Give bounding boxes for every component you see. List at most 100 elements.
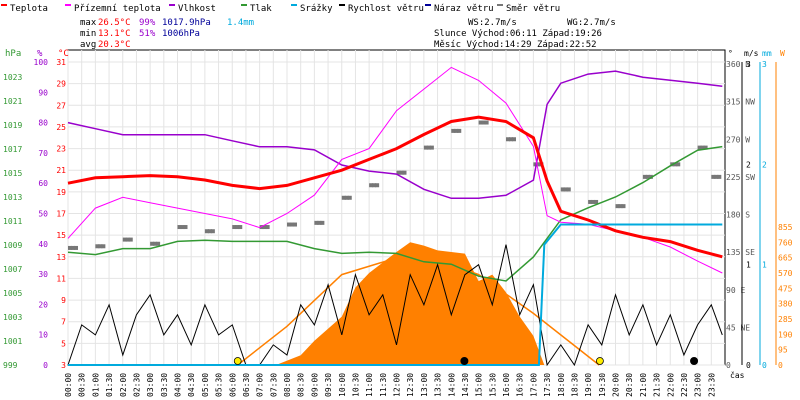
axis-tick-pct: 0 xyxy=(43,361,48,370)
wind-direction-mark xyxy=(71,245,75,250)
axis-tick-pct: 20 xyxy=(38,300,48,309)
solar-radiation-area xyxy=(68,242,723,365)
axis-tick-wind-dir: 225 SW xyxy=(726,173,755,182)
wind-direction-mark xyxy=(714,174,719,179)
wind-direction-mark xyxy=(238,225,243,230)
axis-tick-time: 10:00 xyxy=(338,373,347,397)
axis-tick-hpa: 1001 xyxy=(3,337,22,346)
axis-tick-degc: 11 xyxy=(56,274,66,283)
axis-tick-time: 17:30 xyxy=(543,373,552,397)
axis-tick-degc: 27 xyxy=(56,101,66,110)
axis-tick-wm2: 285 xyxy=(778,315,793,324)
wind-direction-mark xyxy=(615,204,620,209)
legend-swatch xyxy=(65,4,71,6)
axis-tick-wm2: 95 xyxy=(778,346,788,355)
wind-direction-mark xyxy=(509,137,513,142)
axis-tick-time: 21:00 xyxy=(639,373,648,397)
axis-tick-hpa: 1015 xyxy=(3,169,22,178)
wind-direction-mark xyxy=(588,199,593,204)
wind-direction-mark xyxy=(700,145,705,150)
wind-speed-info: WS:2.7m/s xyxy=(468,18,517,28)
stats-max-label: max xyxy=(80,18,97,28)
axis-tick-mm: 1 xyxy=(762,261,767,270)
axis-tick-wm2: 665 xyxy=(778,254,793,263)
wind-direction-mark xyxy=(536,162,541,167)
axis-tick-wm2: 570 xyxy=(778,269,793,278)
axis-tick-time: 03:30 xyxy=(160,373,169,397)
axis-tick-pct: 30 xyxy=(38,270,48,279)
wind-direction-mark xyxy=(563,187,568,192)
wind-direction-mark xyxy=(506,137,510,142)
legend-swatch xyxy=(1,4,7,6)
axis-tick-wm2: 760 xyxy=(778,238,793,247)
axis-tick-time: 10:30 xyxy=(351,373,360,397)
wind-direction-mark xyxy=(177,225,182,230)
legend-swatch xyxy=(339,4,345,6)
wind-direction-mark xyxy=(703,145,708,150)
axis-tick-time: 09:30 xyxy=(324,373,333,397)
stats-avg-temp: 20.3°C xyxy=(98,40,131,50)
axis-tick-time: 22:30 xyxy=(680,373,689,397)
legend-label: Tlak xyxy=(250,4,272,14)
axis-tick-time: 14:00 xyxy=(447,373,456,397)
wind-direction-mark xyxy=(95,244,100,249)
wind-direction-mark xyxy=(74,245,78,250)
wind-direction-mark xyxy=(290,222,294,227)
axis-tick-time: 02:30 xyxy=(132,373,141,397)
axis-tick-degc: 29 xyxy=(56,80,66,89)
wind-direction-mark xyxy=(207,229,212,234)
axis-tick-pct: 70 xyxy=(38,149,48,158)
axis-tick-time: 18:00 xyxy=(557,373,566,397)
axis-tick-time: 04:00 xyxy=(174,373,183,397)
axis-tick-time: 05:00 xyxy=(201,373,210,397)
stats-min-label: min xyxy=(80,29,96,39)
wind-direction-mark xyxy=(150,241,155,246)
axis-unit-wm2: W xyxy=(780,49,785,58)
axis-tick-wm2: 0 xyxy=(778,361,783,370)
axis-tick-wm2: 855 xyxy=(778,223,793,232)
axis-tick-time: 23:30 xyxy=(707,373,716,397)
wind-direction-mark xyxy=(399,170,404,175)
axis-tick-hpa: 1019 xyxy=(3,121,22,130)
wind-direction-mark xyxy=(210,229,215,234)
axis-tick-degc: 9 xyxy=(61,296,66,305)
stats-max-temp: 26.5°C xyxy=(98,18,131,28)
wind-direction-mark xyxy=(128,237,133,242)
axis-tick-degc: 13 xyxy=(56,253,66,262)
axis-tick-time: 21:30 xyxy=(653,373,662,397)
legend-item: Vlhkost xyxy=(169,4,216,14)
wind-direction-mark xyxy=(341,195,346,200)
legend-label: Vlhkost xyxy=(178,4,216,14)
wind-direction-mark xyxy=(265,225,270,230)
axis-tick-wind-dir: 45 NE xyxy=(726,323,750,332)
axis-tick-time: 01:30 xyxy=(105,373,114,397)
axis-tick-degc: 5 xyxy=(61,339,66,348)
wind-direction-mark xyxy=(68,245,72,250)
legend-swatch xyxy=(169,4,175,6)
axis-tick-hpa: 1005 xyxy=(3,289,22,298)
wind-direction-mark xyxy=(369,183,374,188)
wind-direction-mark xyxy=(618,204,623,209)
moon-times: Měsíc Východ:14:29 Západ:22:52 xyxy=(434,40,597,50)
wind-direction-mark xyxy=(344,195,349,200)
legend-label: Náraz větru xyxy=(434,4,494,14)
axis-tick-ms: 2 xyxy=(746,160,751,169)
axis-tick-degc: 31 xyxy=(56,58,66,67)
legend-item: Srážky xyxy=(291,4,333,14)
legend-swatch xyxy=(241,4,247,6)
axis-tick-degc: 3 xyxy=(61,361,66,370)
axis-tick-time: 19:00 xyxy=(584,373,593,397)
wind-direction-mark xyxy=(642,174,647,179)
wind-direction-mark xyxy=(560,187,565,192)
axis-unit-mm: mm xyxy=(762,49,772,58)
wind-direction-mark xyxy=(673,162,678,167)
wind-direction-mark xyxy=(591,199,596,204)
wind-direction-mark xyxy=(262,225,267,230)
legend-item: Rychlost větru xyxy=(339,4,424,14)
axis-tick-time: 11:00 xyxy=(365,373,374,397)
axis-tick-wind-dir: 270 W xyxy=(726,135,750,144)
wind-direction-mark xyxy=(372,183,377,188)
legend-item: Tlak xyxy=(241,4,272,14)
wind-direction-mark xyxy=(717,174,722,179)
axis-tick-degc: 25 xyxy=(56,123,66,132)
